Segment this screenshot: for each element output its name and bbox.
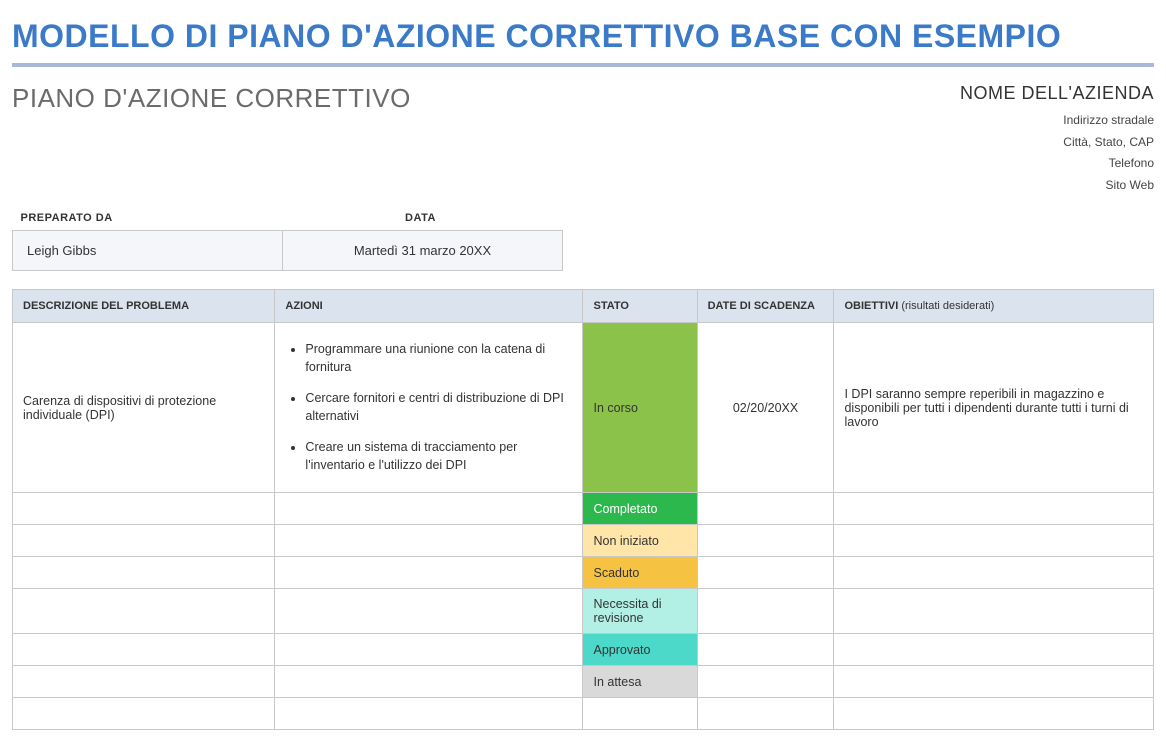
- company-name: NOME DELL'AZIENDA: [960, 83, 1154, 104]
- col-obj: OBIETTIVI (risultati desiderati): [834, 290, 1154, 323]
- table-row: Carenza di dispositivi di protezione ind…: [13, 323, 1154, 493]
- cell-actions: [275, 666, 583, 698]
- col-due: DATE DI SCADENZA: [697, 290, 834, 323]
- company-address: Indirizzo stradale: [960, 110, 1154, 132]
- prep-table: PREPARATO DA DATA Leigh Gibbs Martedì 31…: [12, 206, 563, 271]
- cell-actions: [275, 525, 583, 557]
- cell-desc: [13, 698, 275, 730]
- cell-due: [697, 698, 834, 730]
- cell-desc: [13, 589, 275, 634]
- cell-status: Completato: [583, 493, 697, 525]
- table-row: In attesa: [13, 666, 1154, 698]
- cap-header-row: DESCRIZIONE DEL PROBLEMA AZIONI STATO DA…: [13, 290, 1154, 323]
- main-title: MODELLO DI PIANO D'AZIONE CORRETTIVO BAS…: [12, 18, 1154, 55]
- col-obj-sub: (risultati desiderati): [901, 300, 994, 312]
- cell-obj: [834, 557, 1154, 589]
- cell-desc: [13, 525, 275, 557]
- cell-obj: [834, 525, 1154, 557]
- cell-actions: Programmare una riunione con la catena d…: [275, 323, 583, 493]
- cell-status: Non iniziato: [583, 525, 697, 557]
- prep-date: Martedì 31 marzo 20XX: [283, 231, 563, 271]
- table-row: Completato: [13, 493, 1154, 525]
- cell-desc: Carenza di dispositivi di protezione ind…: [13, 323, 275, 493]
- action-item: Programmare una riunione con la catena d…: [305, 341, 572, 376]
- prep-header-date: DATA: [283, 206, 563, 231]
- cell-obj: [834, 698, 1154, 730]
- table-row: [13, 698, 1154, 730]
- cell-due: [697, 493, 834, 525]
- cell-desc: [13, 493, 275, 525]
- table-row: Non iniziato: [13, 525, 1154, 557]
- action-item: Creare un sistema di tracciamento per l'…: [305, 439, 572, 474]
- col-actions: AZIONI: [275, 290, 583, 323]
- cell-due: [697, 557, 834, 589]
- table-row: Necessita di revisione: [13, 589, 1154, 634]
- col-status: STATO: [583, 290, 697, 323]
- cell-actions: [275, 493, 583, 525]
- cap-table: DESCRIZIONE DEL PROBLEMA AZIONI STATO DA…: [12, 289, 1154, 730]
- title-divider: [12, 63, 1154, 67]
- company-phone: Telefono: [960, 153, 1154, 175]
- table-row: Approvato: [13, 634, 1154, 666]
- cell-status: Scaduto: [583, 557, 697, 589]
- cell-obj: [834, 589, 1154, 634]
- cell-actions: [275, 634, 583, 666]
- company-block: NOME DELL'AZIENDA Indirizzo stradale Cit…: [960, 83, 1154, 196]
- cell-actions: [275, 698, 583, 730]
- subtitle: PIANO D'AZIONE CORRETTIVO: [12, 83, 411, 114]
- cell-actions: [275, 589, 583, 634]
- action-item: Cercare fornitori e centri di distribuzi…: [305, 390, 572, 425]
- cell-desc: [13, 634, 275, 666]
- cell-due: [697, 589, 834, 634]
- cell-due: [697, 666, 834, 698]
- col-obj-label: OBIETTIVI: [844, 300, 898, 312]
- cell-desc: [13, 557, 275, 589]
- col-desc: DESCRIZIONE DEL PROBLEMA: [13, 290, 275, 323]
- company-city: Città, Stato, CAP: [960, 132, 1154, 154]
- cell-obj: [834, 493, 1154, 525]
- cell-obj: [834, 634, 1154, 666]
- table-row: Scaduto: [13, 557, 1154, 589]
- header-row: PIANO D'AZIONE CORRETTIVO NOME DELL'AZIE…: [12, 83, 1154, 196]
- prep-header-prepared: PREPARATO DA: [13, 206, 283, 231]
- cell-due: 02/20/20XX: [697, 323, 834, 493]
- cell-status: In corso: [583, 323, 697, 493]
- cell-desc: [13, 666, 275, 698]
- cell-due: [697, 634, 834, 666]
- prep-prepared-by: Leigh Gibbs: [13, 231, 283, 271]
- company-web: Sito Web: [960, 175, 1154, 197]
- cell-status: Approvato: [583, 634, 697, 666]
- cell-due: [697, 525, 834, 557]
- cell-status: Necessita di revisione: [583, 589, 697, 634]
- cell-status: [583, 698, 697, 730]
- cell-status: In attesa: [583, 666, 697, 698]
- cell-obj: [834, 666, 1154, 698]
- cell-obj: I DPI saranno sempre reperibili in magaz…: [834, 323, 1154, 493]
- cell-actions: [275, 557, 583, 589]
